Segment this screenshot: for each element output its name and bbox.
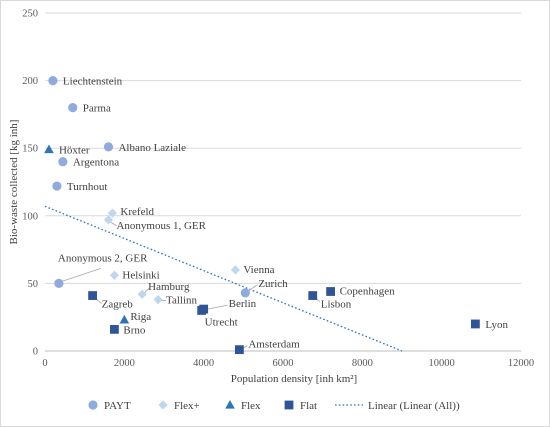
point-flat <box>470 319 480 329</box>
x-tick-label: 4000 <box>193 358 214 369</box>
point-label: Zurich <box>258 278 288 290</box>
point-flat <box>197 306 207 315</box>
point-label: Argentona <box>73 157 119 169</box>
legend-label: Linear (Linear (All)) <box>368 400 460 412</box>
point-label: Amsterdam <box>248 339 300 351</box>
point-label: Copenhagen <box>340 286 395 298</box>
point-payt <box>52 181 62 191</box>
y-tick-label: 200 <box>22 76 38 87</box>
y-tick-label: 150 <box>22 144 38 155</box>
leader-line <box>143 287 150 294</box>
point-flex- <box>230 265 240 275</box>
leader-line <box>207 304 228 310</box>
point-label: Vienna <box>243 264 274 276</box>
point-label: Lyon <box>485 319 508 331</box>
legend-triangle-swatch <box>225 400 235 409</box>
point-flat <box>88 291 97 300</box>
point-flat <box>326 287 335 296</box>
point-label: Riga <box>130 311 151 323</box>
point-flex- <box>107 208 118 218</box>
point-label: Zagreb <box>102 299 134 311</box>
x-axis-title: Population density [inh km²] <box>231 373 357 385</box>
point-payt <box>240 288 250 298</box>
y-tick-label: 0 <box>33 347 38 358</box>
point-flat <box>234 345 244 355</box>
point-label: Krefeld <box>120 206 154 218</box>
legend-diamond-swatch <box>158 400 168 410</box>
point-labels: Liechtenstein Parma Albano Laziale Argenton… <box>58 76 509 351</box>
point-label: Albano Laziale <box>118 142 186 154</box>
leader-line <box>61 268 102 282</box>
legend-label: Flex+ <box>174 400 200 412</box>
point-payt <box>68 103 78 113</box>
y-tick-label: 250 <box>22 9 38 20</box>
point-payt <box>103 142 114 152</box>
point-label: Brno <box>123 324 145 336</box>
point-flex- <box>109 270 120 280</box>
x-tick-label: 8000 <box>352 358 373 369</box>
point-label: Lisbon <box>321 299 352 311</box>
y-axis-ticks: 0 50 100 150 200 250 <box>22 9 38 358</box>
point-label: Turnhout <box>67 181 108 193</box>
point-label: Berlin <box>229 298 257 310</box>
point-label: Anonymous 2, GER <box>58 252 148 264</box>
trendline-layer <box>44 205 403 352</box>
point-flex- <box>103 215 114 225</box>
point-flex- <box>153 295 163 305</box>
legend: PAYT Flex+ Flex Flat Linear (Linear (All)) <box>88 400 460 412</box>
point-flat <box>110 324 119 334</box>
x-axis-ticks: 0 2000 4000 6000 8000 10000 12000 <box>42 358 534 369</box>
point-label: Utrecht <box>205 316 238 328</box>
x-tick-label: 10000 <box>429 358 455 369</box>
trendline <box>44 205 403 352</box>
point-flat <box>308 291 318 300</box>
legend-circle-swatch <box>88 400 98 410</box>
point-label: Helsinki <box>122 269 159 281</box>
gridlines <box>45 12 521 352</box>
x-tick-label: 2000 <box>114 358 135 369</box>
point-payt <box>48 76 58 86</box>
legend-label: Flat <box>300 400 317 412</box>
point-flex <box>44 144 54 154</box>
legend-label: Flex <box>241 400 261 412</box>
legend-square-swatch <box>284 400 294 410</box>
leader-line <box>110 221 117 227</box>
point-label: Tallinn <box>166 295 198 307</box>
point-flex- <box>137 289 147 299</box>
point-payt <box>58 157 68 167</box>
data-points <box>44 76 480 355</box>
point-label: Parma <box>83 103 111 115</box>
x-tick-label: 6000 <box>273 358 294 369</box>
point-label: Anonymous 1, GER <box>116 220 206 232</box>
point-label: Liechtenstein <box>63 76 123 88</box>
point-flex <box>119 314 130 324</box>
x-tick-label: 12000 <box>508 358 534 369</box>
point-payt <box>54 278 64 288</box>
x-tick-label: 0 <box>42 358 47 369</box>
y-tick-label: 50 <box>28 279 39 290</box>
y-tick-label: 100 <box>22 211 38 222</box>
point-label: Höxter <box>59 145 90 157</box>
legend-label: PAYT <box>104 400 131 412</box>
point-label: Hamburg <box>148 281 190 293</box>
leader-line <box>248 284 258 292</box>
y-axis-title: Bio-waste collected [kg inh] <box>8 120 20 245</box>
